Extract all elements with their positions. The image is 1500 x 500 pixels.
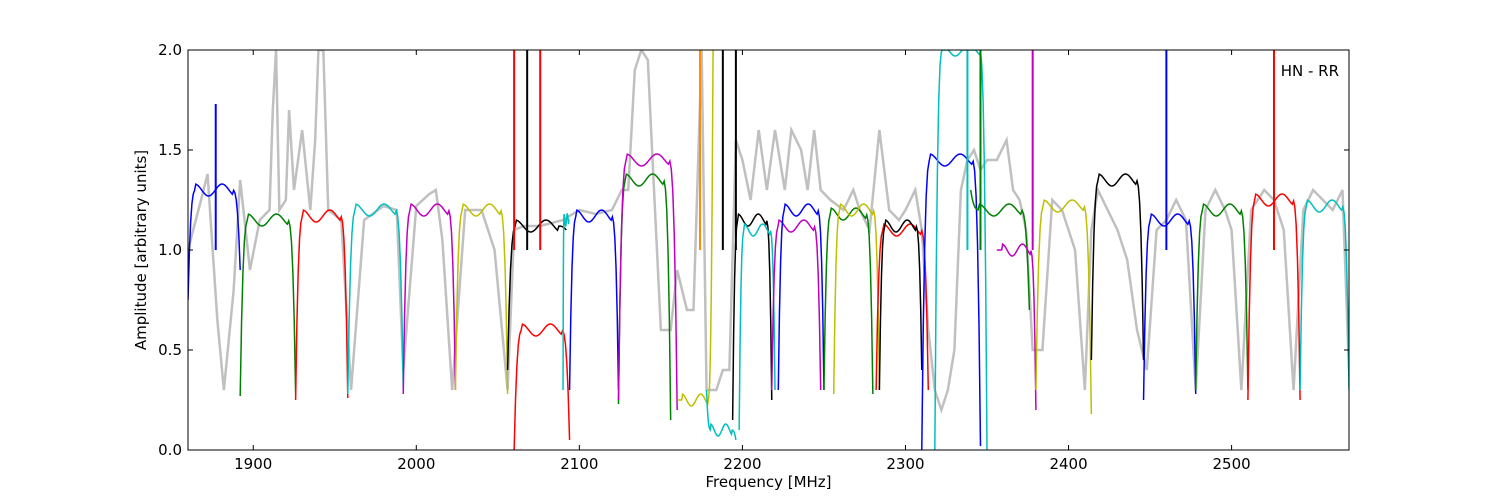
series-line-15 [731,212,773,421]
series-line-22 [878,218,923,391]
series-line-30 [1194,203,1249,391]
plot-area [188,50,1349,450]
y-tick-label: 1.5 [158,141,182,159]
x-tick-label: 2200 [723,455,761,473]
series-line-5 [402,203,457,395]
series-line-24 [934,50,988,450]
series-line-1 [188,183,241,301]
series-line-19 [823,207,874,395]
series-line-28 [1090,173,1145,361]
series-line-12 [617,153,678,411]
x-axis-label: Frequency [MHz] [705,473,831,491]
series-line-16 [738,222,776,431]
series-line-17 [771,219,822,391]
series-line-14 [705,389,737,441]
series-line-3 [294,209,349,401]
series-line-9 [562,212,570,391]
y-tick-label: 0.0 [158,441,182,459]
series-line-32 [1299,199,1349,391]
y-tick-label: 1.0 [158,241,182,259]
series-line-8 [513,323,571,450]
series-line-6 [454,203,509,395]
y-tick-label: 2.0 [158,41,182,59]
x-tick-label: 1900 [234,455,272,473]
series-line-7 [506,219,567,371]
series-line-20 [832,202,881,395]
series-line-26 [996,242,1037,411]
x-tick-label: 2000 [397,455,435,473]
x-tick-label: 2300 [886,455,924,473]
chart-annotation: HN - RR [1281,62,1339,80]
series-line-27 [1035,199,1093,415]
x-tick-label: 2400 [1049,455,1087,473]
series-line-2 [239,213,297,397]
series-line-23 [921,153,982,450]
x-tick-label: 2100 [560,455,598,473]
y-axis-label: Amplitude [arbitrary units] [132,150,150,350]
axis-ticks: 1900 2000 2100 2200 2300 2400 2500 0.0 0.5 1.0 1.5… [158,41,1349,473]
series-line-18 [777,202,825,391]
series-line-4 [347,203,404,395]
y-tick-label: 0.5 [158,341,182,359]
series-line-11 [617,173,672,421]
series-line-10 [568,209,620,391]
series-line-29 [1142,213,1197,401]
x-tick-label: 2500 [1213,455,1251,473]
